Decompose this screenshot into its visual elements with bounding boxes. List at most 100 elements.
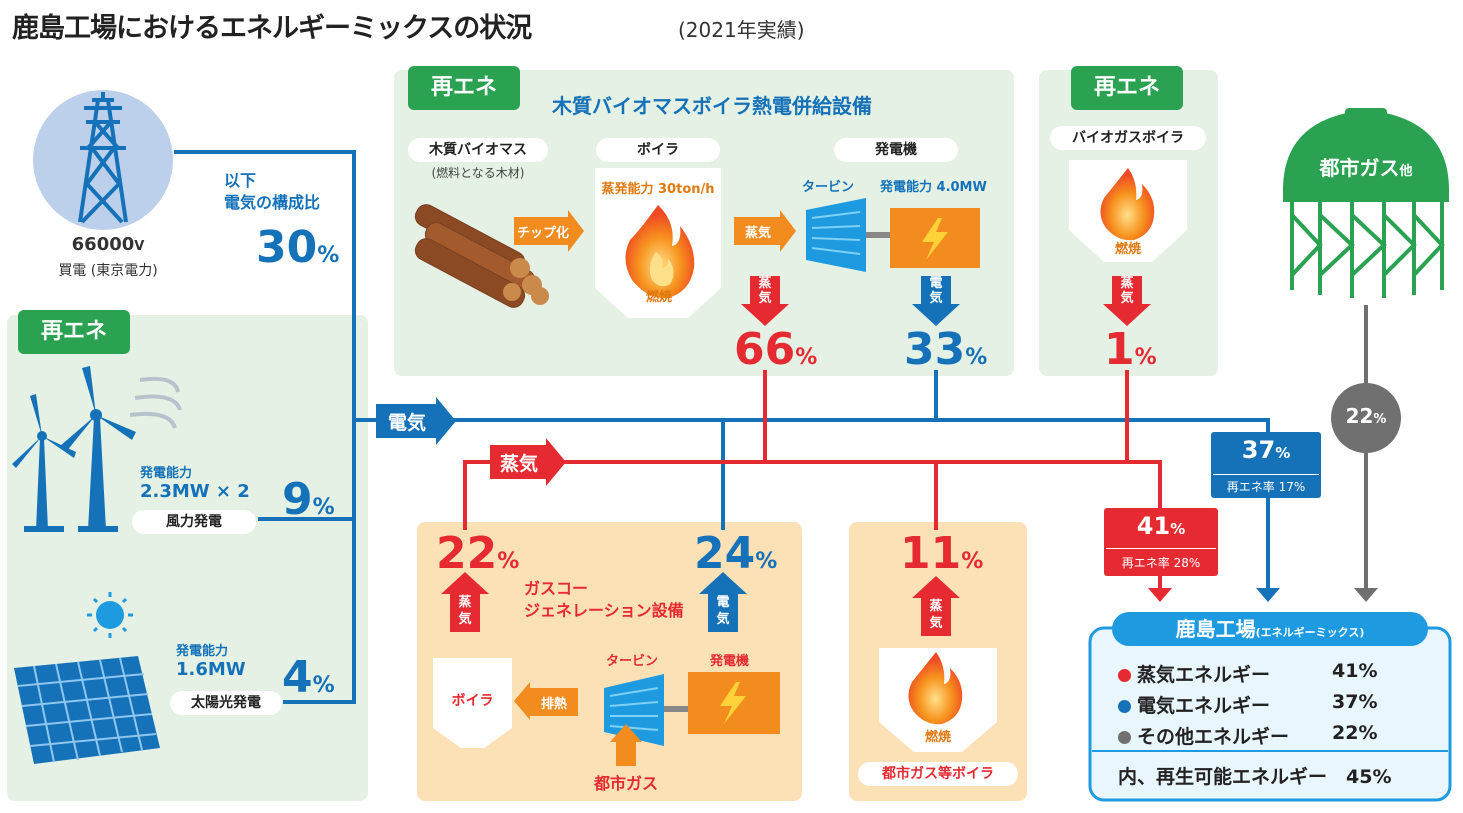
cogen-elec-number: 24 [694,528,756,579]
voltage-unit: V [134,239,145,254]
elec-dot [1118,700,1131,713]
elec-total-pct: % [1275,444,1291,462]
biomass-title: 木質バイオマスボイラ熱電併給設備 [552,94,872,118]
steam-total-value: 41% [1104,512,1218,540]
cogen-title-line1: ガスコー [524,579,589,598]
summary-row-steam-value: 41% [1332,660,1378,682]
wind-name-pill: 風力発電 [132,510,256,534]
wind-pct: % [312,495,335,520]
bolt-icon [922,218,948,260]
solar-name-pill: 太陽光発電 [170,691,282,715]
biogas-down-text: 蒸 気 [1112,276,1142,306]
boiler-capacity: 蒸発能力 30ton/h [601,182,715,197]
elec-arrowhead [1256,588,1280,602]
note-line2: 電気の構成比 [224,193,321,212]
summary-row-elec-value: 37% [1332,691,1378,713]
steam-dot [1118,669,1131,682]
city-gas-pct: % [1373,412,1387,427]
biomass-elec-value: 33% [904,328,987,380]
electric-arrow-label: 電気 [387,412,426,434]
elec-down-char2: 気 [929,291,943,306]
solar-number: 4 [282,652,313,703]
turbine-label: タービン [802,180,855,195]
steam-total-number: 41 [1136,512,1171,540]
turbine-shape [806,198,866,272]
solar-panel-icon [14,656,160,764]
elec-down-text: 電 気 [921,276,951,306]
chip-arrow [514,210,584,252]
wind-capacity-label: 発電能力 [140,466,193,481]
purchase-voltage: 66000V [48,234,168,255]
gas-tank-icon [1283,108,1449,298]
elec-total-box [1211,432,1321,498]
summary-title-note: (エネルギーミックス) [1255,626,1365,639]
biomass-steam-arrow [734,210,796,252]
electric-arrow [376,397,456,445]
summary-row-steam: 蒸気エネルギー [1118,660,1270,687]
cogen-elec-pct: % [755,549,778,574]
other-dot [1118,731,1131,744]
gas-boiler-up-char1: 蒸 [929,599,943,614]
flame-icon [625,205,695,299]
cogen-up-steam-char1: 蒸 [458,595,472,610]
cogen-title-line2: ジェネレーション設備 [524,601,684,620]
purchase-label: 買電 (東京電力) [58,263,158,279]
exhaust-label: 排熱 [540,697,567,712]
steam-total-renew: 再エネ率 28% [1121,556,1201,570]
gas-boiler-burn: 燃焼 [924,730,951,745]
steam-down-char1: 蒸 [758,276,772,291]
solar-value: 4% [282,656,335,708]
biogas-down-char2: 気 [1120,291,1134,306]
cogen-up-elec-char2: 気 [716,612,730,627]
biogas-pct: % [1134,345,1157,370]
steam-down-char2: 気 [758,291,772,306]
wind-capacity: 発電能力 2.3MW × 2 [140,462,250,502]
note-line1: 以下 [224,171,257,190]
solar-capacity: 発電能力 1.6MW [176,640,246,680]
page-title: 鹿島工場におけるエネルギーミックスの状況 [12,13,532,44]
biogas-down-char1: 蒸 [1120,276,1134,291]
elec-down-char1: 電 [929,276,943,291]
city-gas-text: 都市ガス [1319,156,1400,180]
cogen-steam-pct: % [497,549,520,574]
gen-capacity: 発電能力 4.0MW [880,180,987,195]
biomass-fuel-note: (燃料となる木材) [431,166,525,180]
gas-boiler-steam-up-arrow [912,576,960,636]
purchase-note: 以下 電気の構成比 [224,170,320,214]
biogas-flame-icon [1100,168,1155,241]
page-subtitle: (2021年実績) [678,18,805,42]
elec-total-renew: 再エネ率 17% [1226,480,1306,494]
wind-value: 9% [282,478,335,530]
gas-boiler-number: 11 [900,528,962,579]
summary-row-label: 電気エネルギー [1137,695,1271,717]
renewable-tag-biomass: 再エネ [408,66,520,110]
biomass-elec-down-arrow [912,276,960,326]
gas-boiler-pct: % [961,549,984,574]
cogen-steam-up-arrow [441,572,489,632]
cogen-up-steam-char2: 気 [458,612,472,627]
summary-row-other-value: 22% [1332,722,1378,744]
biomass-steam-pct: % [795,345,818,370]
gas-boiler-flame-icon [908,652,963,725]
solar-capacity-label: 発電能力 [176,644,229,659]
biomass-elec-number: 33 [904,324,966,375]
biogas-pill: バイオガスボイラ [1050,126,1206,150]
voltage-value: 66000 [71,234,135,255]
cogen-elec-value: 24% [694,532,777,584]
cogen-turbine-label: タービン [606,654,659,669]
sun-icon [87,592,133,638]
steam-total-pct: % [1170,520,1186,538]
purchase-number: 30 [256,222,318,273]
city-gas-up-arrow [610,724,642,766]
gas-boiler-up-text: 蒸 気 [921,598,951,632]
renewable-tag-biogas: 再エネ [1071,66,1183,110]
cogen-steam-value: 22% [436,532,519,584]
steam-arrow-label: 蒸気 [499,453,538,475]
summary-title-pill: 鹿島工場(エネルギーミックス) [1112,612,1428,646]
biogas-steam-down-arrow [1103,276,1151,326]
elec-total-value: 37% [1211,436,1321,464]
purchase-pct: % [317,243,340,268]
biomass-fuel-pill: 木質バイオマス [408,138,548,162]
biogas-number: 1 [1104,324,1135,375]
biogas-value: 1% [1104,328,1157,380]
